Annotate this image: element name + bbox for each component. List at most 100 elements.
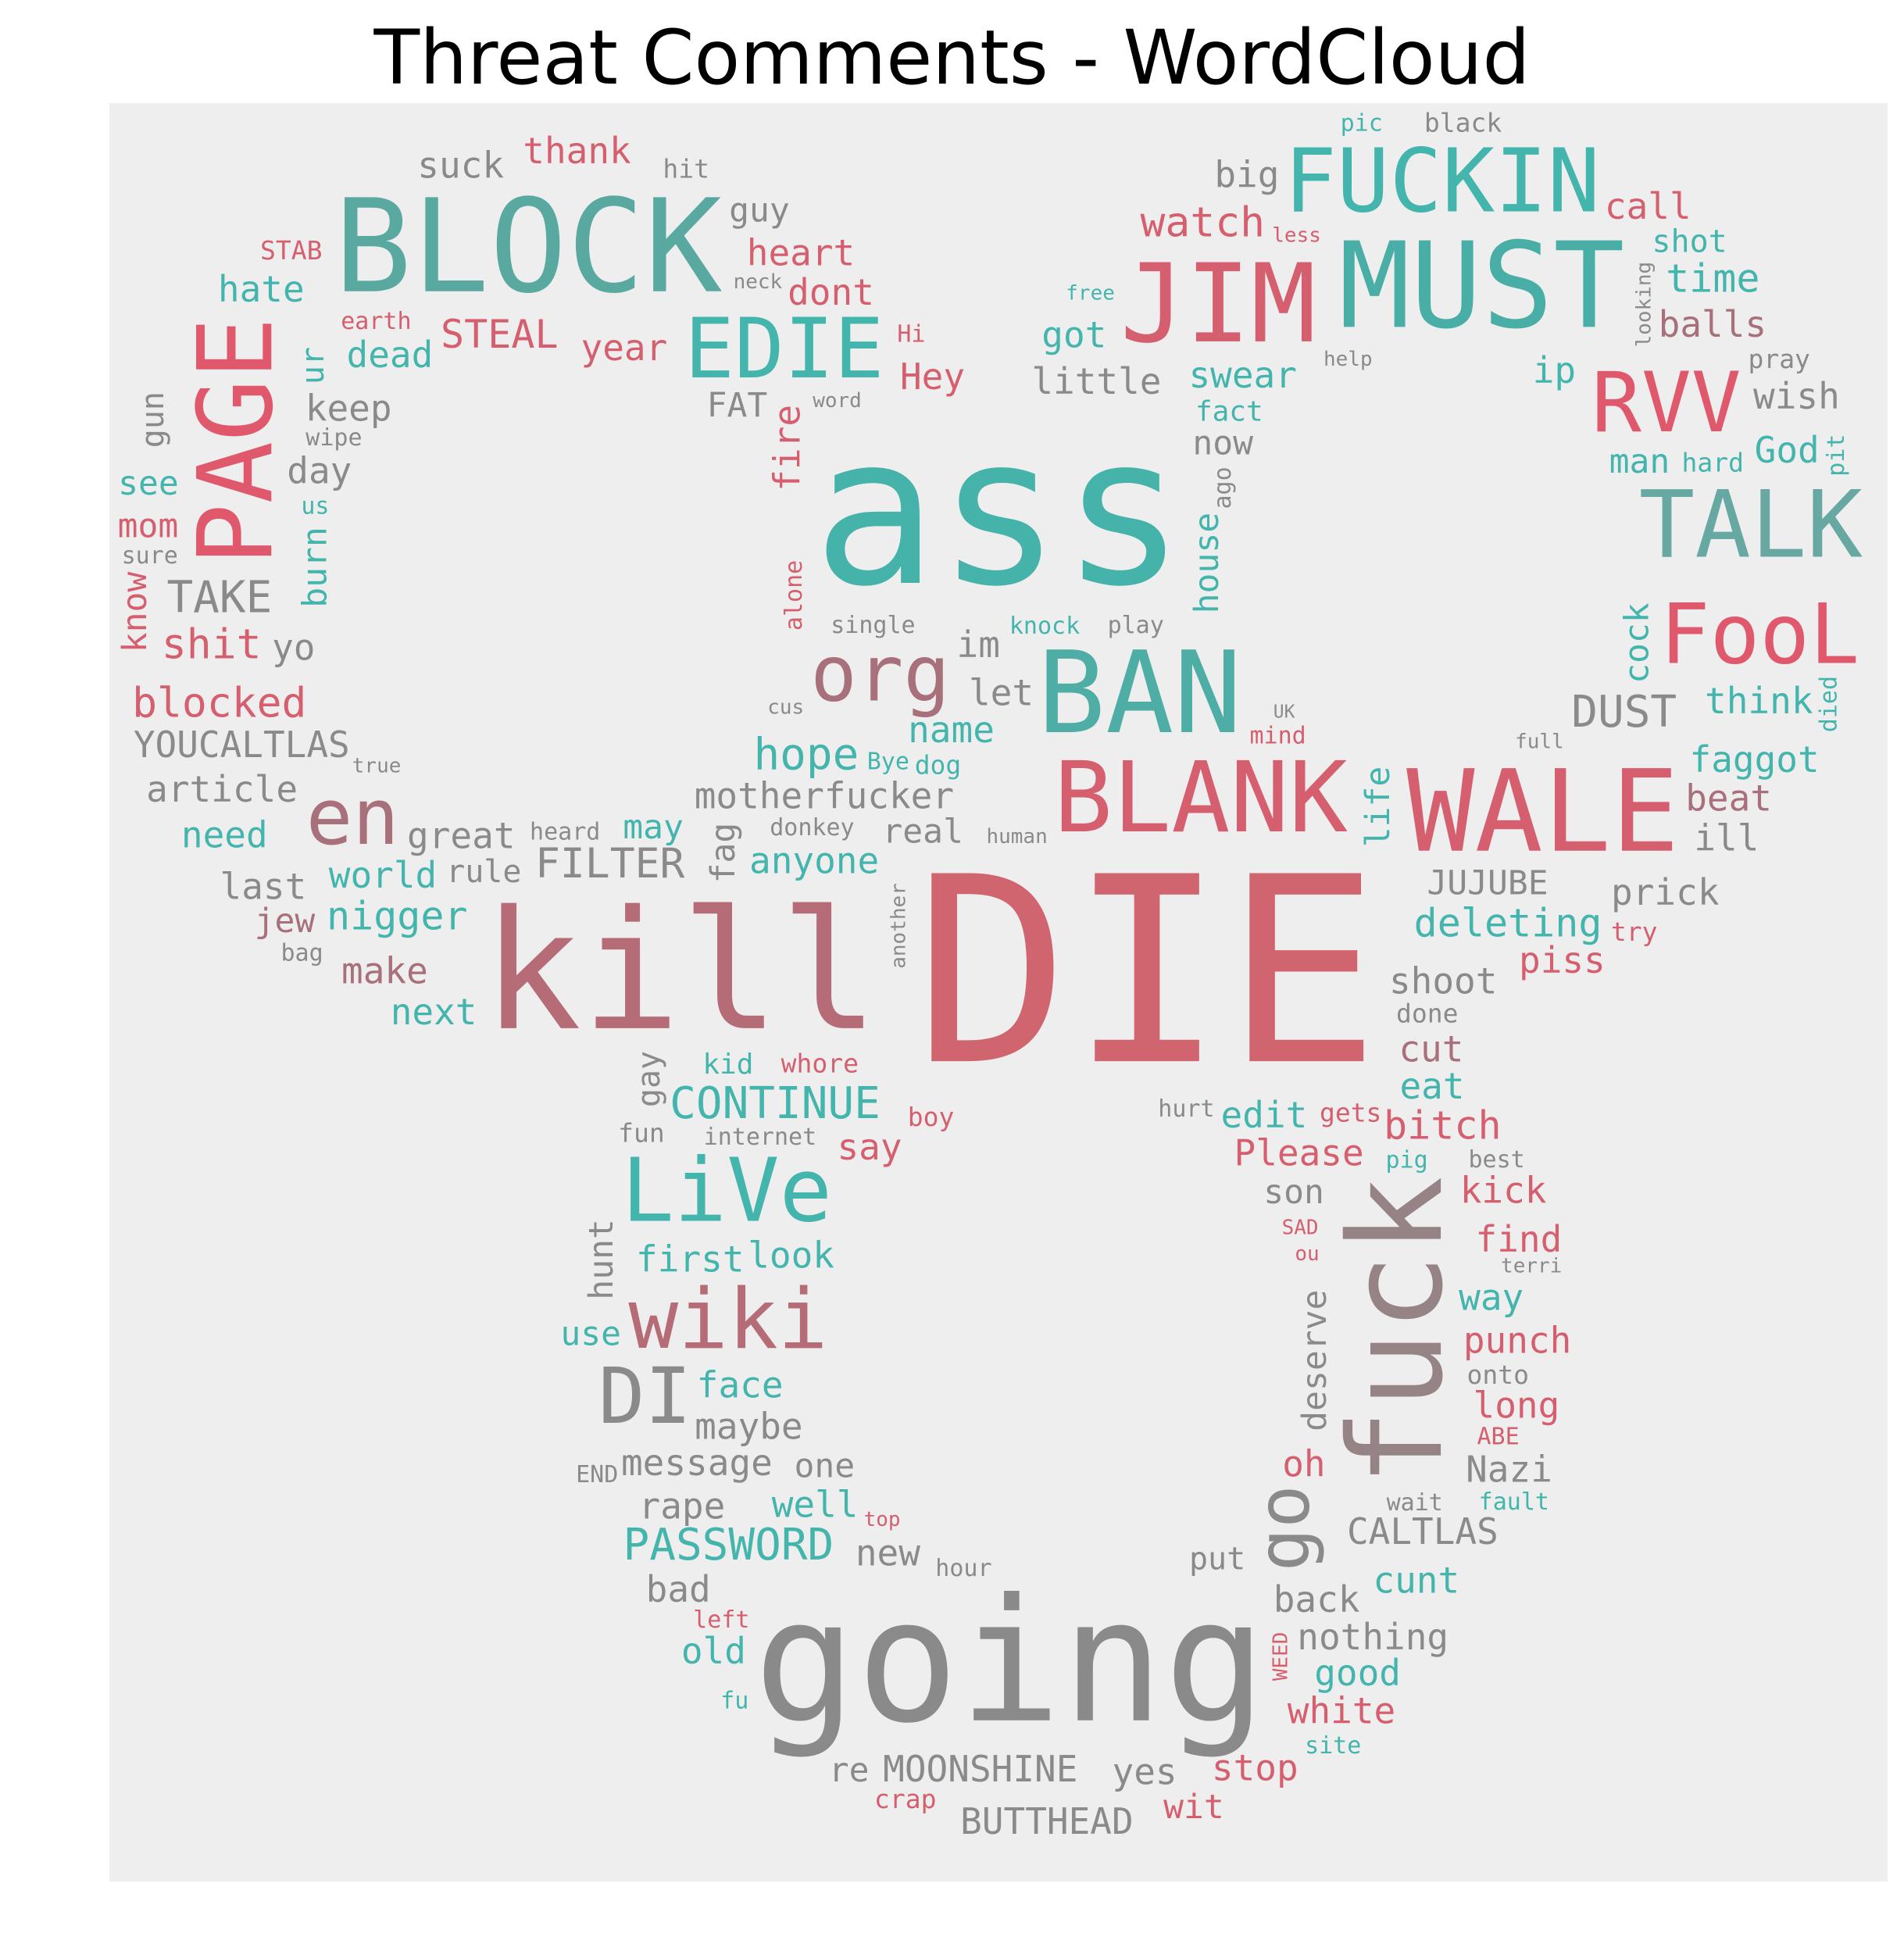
word-sad: SAD (1282, 1217, 1319, 1240)
word-guy: guy (729, 191, 790, 230)
word-live: LiVe (621, 1141, 832, 1242)
word-caltlas: CALTLAS (1347, 1510, 1499, 1553)
word-jim: JIM (1120, 241, 1316, 367)
word-fag: fag (704, 823, 743, 884)
word-know: know (116, 572, 155, 653)
word-go: go (1242, 1485, 1326, 1571)
word-yes: yes (1113, 1751, 1177, 1793)
word-less: less (1272, 223, 1321, 247)
word-nothing: nothing (1297, 1616, 1449, 1658)
word-way: way (1459, 1276, 1524, 1318)
word-bye: Bye (867, 748, 909, 775)
word-faggot: faggot (1690, 738, 1820, 781)
word-deleting: deleting (1414, 901, 1602, 946)
word-shoot: shoot (1389, 959, 1497, 1002)
word-time: time (1666, 255, 1759, 301)
word-password: PASSWORD (623, 1520, 834, 1570)
word-youcaltlas: YOUCALTLAS (134, 724, 350, 766)
word-bad: bad (646, 1568, 711, 1610)
word-human: human (986, 825, 1047, 849)
word-true: true (352, 755, 402, 778)
word-article: article (146, 768, 298, 810)
word-blocked: blocked (132, 679, 306, 727)
word-onto: onto (1467, 1360, 1529, 1390)
word-stop: stop (1212, 1746, 1299, 1788)
word-put: put (1189, 1542, 1245, 1578)
word-nazi: Nazi (1466, 1449, 1552, 1491)
word-wale: WALE (1406, 746, 1679, 878)
word-fool: FooL (1660, 587, 1859, 683)
word-end: END (576, 1461, 618, 1488)
word-cunt: cunt (1373, 1560, 1459, 1602)
word-hi: Hi (897, 321, 925, 348)
word-little: little (1031, 360, 1161, 402)
word-rule: rule (446, 854, 521, 890)
word-im: im (957, 624, 1000, 666)
word-fuck: fuck (1321, 1176, 1471, 1486)
word-hurt: hurt (1158, 1095, 1214, 1123)
word-boy: boy (908, 1102, 955, 1132)
word-weed: WEED (1270, 1632, 1293, 1681)
word-see: see (118, 464, 179, 503)
word-heart: heart (747, 232, 855, 274)
word-neck: neck (734, 270, 783, 294)
word-rvv: RVV (1591, 355, 1741, 451)
word-black: black (1424, 107, 1502, 138)
word-great: great (407, 815, 515, 857)
word-en: en (306, 773, 399, 863)
word-steal: STEAL (441, 312, 559, 357)
word-edit: edit (1221, 1094, 1308, 1136)
word-cus: cus (767, 695, 804, 719)
word-dust: DUST (1571, 687, 1677, 738)
word-play: play (1108, 612, 1164, 639)
word-best: best (1468, 1146, 1524, 1174)
word-shit: shit (162, 620, 262, 668)
word-block: BLOCK (334, 172, 723, 322)
word-rape: rape (639, 1485, 726, 1527)
word-dead: dead (347, 334, 434, 376)
word-hope: hope (753, 729, 859, 780)
word-message: message (621, 1442, 773, 1484)
word-motherfucker: motherfucker (695, 774, 954, 816)
word-oh: oh (1282, 1443, 1325, 1485)
word-mom: mom (118, 506, 179, 545)
word-old: old (681, 1630, 746, 1672)
word-re: re (829, 1751, 870, 1790)
word-pray: pray (1748, 344, 1809, 374)
word-life: life (1359, 766, 1398, 848)
word-left: left (693, 1606, 749, 1634)
word-word: word (813, 389, 862, 413)
word-fun: fun (618, 1117, 665, 1148)
word-hard: hard (1682, 448, 1744, 478)
word-kick: kick (1460, 1170, 1547, 1212)
word-fat: FAT (707, 386, 768, 425)
word-pic: pic (1341, 110, 1383, 138)
word-hate: hate (218, 268, 305, 310)
word-son: son (1263, 1173, 1324, 1212)
word-page: PAGE (176, 317, 296, 566)
word-free: free (1066, 282, 1115, 306)
wordcloud-words: DIE ass going kill BLOCK fuck MUST BAN WALE JIM PA… (116, 107, 1863, 1842)
word-hunt: hunt (582, 1219, 621, 1300)
word-world: world (329, 854, 437, 896)
word-next: next (391, 991, 477, 1033)
word-house: house (1188, 513, 1227, 613)
word-must: MUST (1339, 216, 1625, 355)
word-site: site (1305, 1732, 1361, 1760)
word-first: first (636, 1238, 744, 1281)
word-died: died (1816, 676, 1843, 732)
word-look: look (748, 1234, 834, 1276)
word-ou: ou (1295, 1242, 1319, 1266)
word-moonshine: MOONSHINE (883, 1748, 1077, 1790)
word-eat: eat (1399, 1065, 1464, 1107)
word-keep: keep (305, 387, 392, 429)
word-thank: thank (523, 130, 630, 172)
wordcloud-background (109, 103, 1888, 1881)
word-terri: terri (1501, 1255, 1562, 1278)
word-blank: BLANK (1054, 741, 1348, 855)
word-got: got (1041, 313, 1106, 356)
word-yo: yo (272, 626, 315, 668)
word-donkey: donkey (770, 814, 854, 842)
word-cock: cock (1618, 602, 1657, 684)
word-looking: looking (1633, 262, 1656, 348)
